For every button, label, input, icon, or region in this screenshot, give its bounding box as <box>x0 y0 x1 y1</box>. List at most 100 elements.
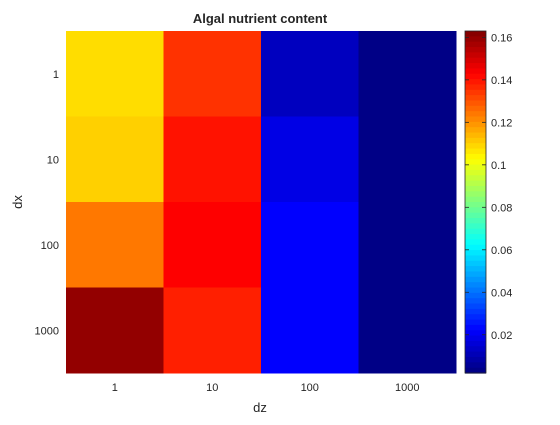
x-tick-label: 10 <box>206 382 218 394</box>
colorbar-segment <box>465 362 486 369</box>
colorbar-segment <box>465 308 486 315</box>
x-tick-label: 1000 <box>395 382 419 394</box>
colorbar-segment <box>465 95 486 102</box>
colorbar-segment <box>465 346 486 353</box>
colorbar-tick-label: 0.02 <box>491 330 512 342</box>
colorbar-segment <box>465 228 486 235</box>
heatmap-cells <box>66 31 457 374</box>
colorbar-segment <box>465 84 486 91</box>
colorbar-segment <box>465 319 486 326</box>
colorbar-segment <box>465 330 486 337</box>
colorbar-segment <box>465 196 486 203</box>
heatmap-cell <box>66 287 164 374</box>
heatmap-cell <box>261 116 359 203</box>
colorbar-segment <box>465 100 486 107</box>
chart-title: Algal nutrient content <box>193 11 328 26</box>
colorbar-segment <box>465 260 486 267</box>
heatmap-cell <box>358 287 457 374</box>
colorbar-segment <box>465 68 486 75</box>
colorbar-segment <box>465 292 486 299</box>
y-tick-labels: 1 10 100 1000 <box>35 69 59 338</box>
colorbar-segment <box>465 89 486 96</box>
y-tick-label: 100 <box>41 240 59 252</box>
colorbar-segment <box>465 207 486 214</box>
colorbar-segment <box>465 143 486 150</box>
x-axis-label: dz <box>253 400 267 415</box>
colorbar: 0.02 0.04 0.06 0.08 0.1 0.12 0.14 0.16 <box>464 30 512 374</box>
colorbar-segment <box>465 314 486 321</box>
colorbar-segment <box>465 298 486 305</box>
colorbar-segment <box>465 52 486 59</box>
colorbar-tick-label: 0.16 <box>491 32 512 44</box>
colorbar-segment <box>465 191 486 198</box>
colorbar-segment <box>465 127 486 134</box>
colorbar-segment <box>465 239 486 246</box>
colorbar-tick-label: 0.12 <box>491 117 512 129</box>
heatmap-cell <box>163 116 262 203</box>
colorbar-segment <box>465 234 486 241</box>
colorbar-segment <box>465 303 486 310</box>
colorbar-frame <box>464 30 487 374</box>
colorbar-segment <box>465 351 486 358</box>
x-tick-label: 1 <box>112 382 118 394</box>
colorbar-segment <box>465 164 486 171</box>
colorbar-segment <box>465 47 486 53</box>
colorbar-segment <box>465 218 486 224</box>
colorbar-segment <box>465 116 486 123</box>
colorbar-segment <box>465 153 486 160</box>
colorbar-segment <box>465 250 486 257</box>
colorbar-segment <box>465 185 486 192</box>
colorbar-segment <box>465 159 486 166</box>
colorbar-segment <box>465 356 486 363</box>
colorbar-segment <box>465 367 486 374</box>
y-tick-label: 1 <box>53 69 59 81</box>
colorbar-segment <box>465 282 486 289</box>
heatmap-cell <box>261 31 359 117</box>
colorbar-tick-label: 0.1 <box>491 160 506 172</box>
colorbar-segment <box>465 175 486 182</box>
colorbar-segment <box>465 36 486 43</box>
colorbar-segment <box>465 266 486 273</box>
heatmap-cell <box>358 202 457 288</box>
heatmap-cell <box>163 287 262 374</box>
colorbar-segment <box>465 137 486 144</box>
heatmap-cell <box>163 202 262 288</box>
x-tick-labels: 1 10 100 1000 <box>112 382 420 394</box>
colorbar-segment <box>465 31 486 37</box>
colorbar-segment <box>465 287 486 294</box>
colorbar-segment <box>465 276 486 283</box>
colorbar-tick-label: 0.08 <box>491 202 512 214</box>
y-tick-label: 1000 <box>35 325 59 337</box>
colorbar-segment <box>465 148 486 155</box>
heatmap-cell <box>358 116 457 203</box>
y-tick-label: 10 <box>47 154 59 166</box>
colorbar-segment <box>465 340 486 347</box>
heatmap-cell <box>261 202 359 288</box>
colorbar-segment <box>465 111 486 118</box>
heatmap-cell <box>261 287 359 374</box>
colorbar-tick-label: 0.04 <box>491 287 512 299</box>
colorbar-segment <box>465 121 486 128</box>
colorbar-tick-label: 0.14 <box>491 75 512 87</box>
y-axis-label: dx <box>10 195 25 209</box>
x-tick-label: 100 <box>301 382 319 394</box>
heatmap-cell <box>66 31 164 117</box>
colorbar-segment <box>465 212 486 219</box>
colorbar-segment <box>465 79 486 86</box>
colorbar-segment <box>465 202 486 208</box>
colorbar-segment <box>465 271 486 278</box>
colorbar-segment <box>465 57 486 64</box>
colorbar-segment <box>465 335 486 342</box>
colorbar-segment <box>465 169 486 176</box>
heatmap-cell <box>66 116 164 203</box>
colorbar-tick-label: 0.06 <box>491 245 512 257</box>
colorbar-segment <box>465 324 486 331</box>
heatmap-cell <box>66 202 164 288</box>
heatmap-cell <box>358 31 457 117</box>
colorbar-segment <box>465 63 486 70</box>
colorbar-segment <box>465 255 486 262</box>
colorbar-segment <box>465 132 486 139</box>
colorbar-segment <box>465 73 486 80</box>
